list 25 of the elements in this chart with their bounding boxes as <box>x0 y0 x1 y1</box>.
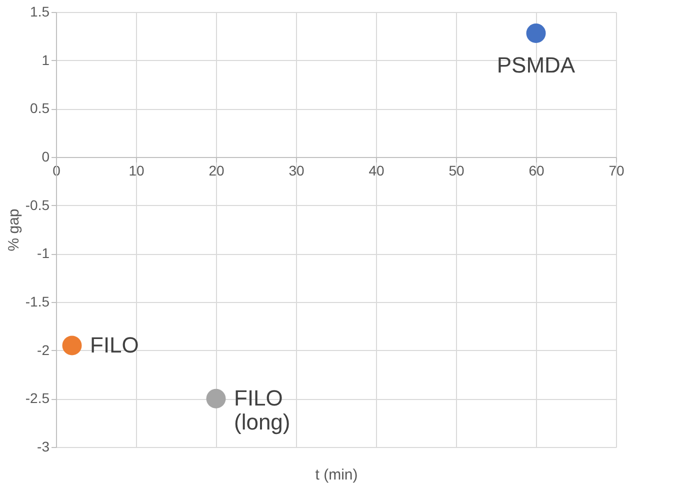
y-tick-label: -3 <box>37 438 50 454</box>
x-axis-title: t (min) <box>315 466 358 483</box>
x-tick-label: 60 <box>528 162 544 178</box>
y-tick-label: 1 <box>42 52 50 68</box>
y-axis-title: % gap <box>5 208 22 252</box>
y-tick-label: 0.5 <box>30 100 50 116</box>
y-tick-label: -0.5 <box>25 196 50 213</box>
y-tick-label: 1.5 <box>30 4 50 20</box>
point <box>206 388 226 408</box>
series-label: FILO <box>90 332 139 358</box>
y-tick-label: -1.5 <box>25 294 50 310</box>
x-tick-label: 70 <box>608 162 624 178</box>
y-tick-label: -1 <box>37 245 50 262</box>
x-tick-label: 10 <box>128 162 144 178</box>
y-tick-label: -2.5 <box>25 390 50 406</box>
y-tick-label: -2 <box>37 342 50 358</box>
x-tick-label: 50 <box>448 162 464 178</box>
x-tick-label: 30 <box>288 162 304 178</box>
x-tick-label: 20 <box>208 162 224 178</box>
point <box>526 24 546 43</box>
x-tick-label: 40 <box>368 162 384 178</box>
point <box>62 336 82 356</box>
y-tick-label: 0 <box>42 148 50 164</box>
series-label: FILO (long) <box>234 386 290 435</box>
series-label: PSMDA <box>496 52 576 78</box>
